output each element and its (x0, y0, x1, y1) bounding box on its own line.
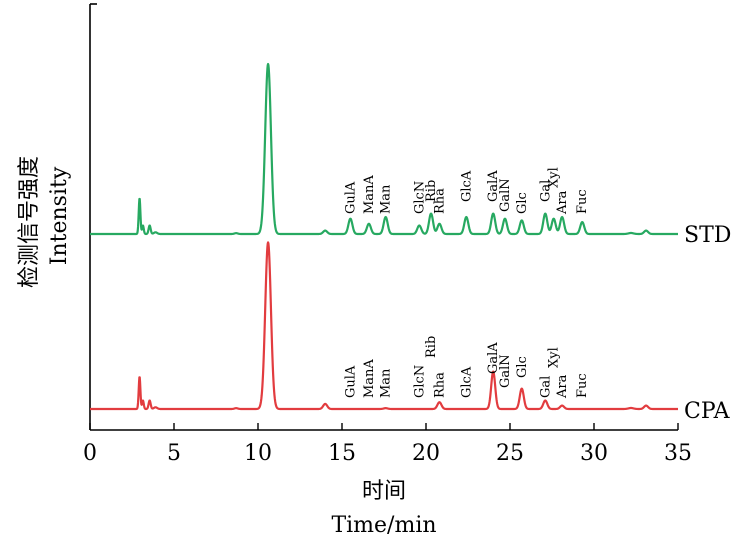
peak-label-std-fuc: Fuc (575, 189, 590, 214)
peak-label-std-glca: GlcA (459, 170, 474, 202)
x-tick-label: 10 (244, 441, 272, 466)
traces (89, 62, 679, 411)
x-tick-label: 15 (328, 441, 356, 466)
x-ticks: 0 5 10 15 20 25 30 35 (83, 423, 692, 466)
peak-label-cpa-glca: GlcA (459, 366, 474, 398)
peak-label-std-glc: Glc (515, 192, 530, 214)
x-tick-label: 25 (496, 441, 524, 466)
peak-label-std-gal: Gal (538, 180, 553, 202)
y-axis-label-cn: 检测信号强度 (17, 156, 42, 288)
peak-label-cpa-glc: Glc (515, 356, 530, 378)
x-tick-label: 20 (412, 441, 440, 466)
peak-label-std-galn: GalN (498, 178, 513, 212)
peak-label-std-rha: Rha (432, 188, 447, 214)
peak-label-cpa-ara: Ara (555, 374, 570, 399)
x-axis-label-en: Time/min (331, 513, 436, 538)
peak-label-cpa-glcn: GlcN (412, 365, 427, 398)
peak-label-cpa-mana: ManA (362, 359, 377, 398)
x-axis-label-cn: 时间 (362, 479, 406, 504)
peak-label-std-glcn: GlcN (412, 181, 427, 214)
peak-label-cpa-gula: GulA (343, 365, 358, 398)
peak-label-std-ara: Ara (555, 190, 570, 215)
y-axis-label-group: 检测信号强度 (17, 156, 42, 288)
y-axis-label-en: Intensity (47, 166, 72, 265)
trace-cpa (89, 241, 679, 411)
peak-label-std-gala: GalA (486, 170, 501, 202)
peak-label-cpa-xyl: Xyl (547, 347, 562, 368)
y-axis-label-en-group: Intensity (47, 166, 72, 265)
x-tick-label: 30 (580, 441, 608, 466)
x-tick-label: 35 (664, 441, 692, 466)
peak-label-std-gula: GulA (343, 181, 358, 214)
peak-label-cpa-fuc: Fuc (575, 373, 590, 398)
peak-label-cpa-gala: GalA (486, 342, 501, 374)
peak-label-cpa-rha: Rha (432, 372, 447, 398)
series-label-cpa: CPA (684, 399, 731, 424)
peak-label-std-rib: Rib (424, 180, 439, 202)
peak-label-cpa-rib: Rib (424, 336, 439, 358)
x-tick-label: 5 (167, 441, 181, 466)
peak-label-cpa-galn: GalN (498, 354, 513, 388)
peak-label-cpa-man: Man (379, 368, 394, 398)
peak-label-cpa-gal: Gal (538, 376, 553, 398)
peak-label-std-mana: ManA (362, 175, 377, 214)
peak-label-std-xyl: Xyl (547, 167, 562, 188)
peak-label-std-man: Man (379, 184, 394, 214)
series-label-std: STD (684, 223, 731, 248)
trace-std (89, 62, 679, 236)
x-tick-label: 0 (83, 441, 97, 466)
